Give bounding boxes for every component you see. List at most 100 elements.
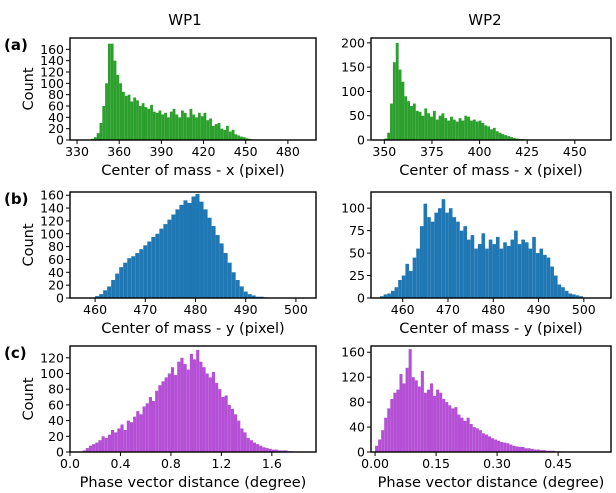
histogram-bar (243, 291, 248, 298)
histogram-bar (501, 134, 505, 140)
histogram-bar (452, 217, 457, 298)
histogram-bar (126, 420, 130, 452)
histogram-bar (405, 367, 409, 452)
histogram-bar (469, 423, 473, 452)
histogram-bar (510, 239, 515, 298)
y-tick-label: 40 (48, 110, 64, 125)
y-tick-label: 50 (349, 246, 365, 261)
histogram-bar (427, 113, 431, 140)
histogram-bar (383, 294, 388, 298)
histogram-bar (111, 280, 116, 298)
y-tick-label: 100 (40, 76, 64, 91)
histogram-bar (432, 110, 436, 140)
histogram-bar (246, 437, 250, 452)
y-tick-label: 0 (357, 133, 365, 148)
histogram-bar (234, 414, 238, 452)
histogram-bar (249, 440, 253, 452)
histogram-bar (122, 91, 125, 140)
histogram-bar (131, 256, 136, 298)
histogram-bar (171, 214, 176, 298)
histogram-bar (387, 293, 391, 298)
histogram-bar (436, 389, 440, 452)
y-tick-label: 40 (48, 265, 64, 280)
histogram-bar (475, 121, 479, 140)
histogram-bar (230, 408, 234, 452)
histogram-bar (119, 83, 123, 140)
histogram-bar (110, 43, 114, 140)
y-tick-label: 60 (48, 99, 64, 114)
histogram-bar (433, 395, 437, 452)
histogram-bar (223, 253, 228, 298)
x-tick-label: 390 (149, 144, 173, 159)
histogram-bar (158, 385, 162, 452)
histogram-bar (429, 383, 434, 452)
histogram-bar (235, 280, 240, 298)
histogram-bar (550, 266, 554, 298)
histogram-bar (189, 108, 193, 140)
histogram-bar (568, 293, 573, 298)
histogram-bar (113, 60, 117, 140)
y-tick-label: 0 (56, 291, 64, 306)
x-tick-label: 420 (192, 144, 216, 159)
y-tick-label: 160 (40, 42, 64, 57)
x-tick-label: 490 (234, 302, 258, 317)
x-tick-label: 0.4 (111, 456, 131, 471)
histogram-bar (375, 445, 379, 452)
x-tick-label: 0.8 (161, 456, 181, 471)
axes-frame (370, 345, 612, 453)
histogram-bar (495, 131, 499, 140)
histogram-bar (99, 123, 103, 140)
histogram-bar (561, 287, 565, 298)
y-tick-label: 120 (341, 370, 365, 385)
histogram-bar (144, 107, 148, 140)
histogram-bar (209, 118, 212, 140)
histogram-bar (124, 95, 128, 140)
x-tick-label: 360 (107, 144, 131, 159)
histogram-bar (172, 108, 176, 140)
histogram-bar (177, 361, 181, 452)
histogram-bar (539, 248, 544, 298)
histogram-bar (543, 254, 547, 298)
y-tick-label: 20 (48, 278, 64, 293)
histogram-bar (457, 414, 461, 452)
histogram-bar (127, 258, 132, 298)
histogram-bar (411, 377, 415, 452)
histogram-bar (170, 367, 175, 452)
histogram-bar (262, 447, 266, 452)
histogram-bar (215, 382, 219, 452)
histogram-bar (416, 248, 420, 298)
histogram-bar (503, 442, 507, 452)
histogram-bar (147, 108, 151, 140)
row-label-a: (a) (4, 36, 28, 54)
histogram-bar (487, 436, 491, 452)
histogram-bar (197, 112, 201, 140)
histogram-bar (193, 359, 197, 452)
histogram-bar (553, 275, 558, 298)
x-tick-label: 470 (133, 302, 157, 317)
x-tick-label: 500 (284, 302, 308, 317)
y-tick-label: 160 (40, 188, 64, 203)
histogram-bar (136, 100, 139, 140)
histogram-bar (530, 448, 534, 452)
histogram-bar (532, 236, 536, 298)
histogram-bar (405, 263, 410, 298)
histogram-bar (478, 430, 482, 452)
histogram-bar (214, 124, 218, 140)
x-axis-label: Center of mass - x (pixel) (399, 163, 582, 179)
histogram-bar (504, 135, 508, 140)
histogram-bar (393, 392, 397, 452)
histogram-bar (518, 447, 522, 452)
histogram-bar (202, 367, 206, 452)
histogram-bar (384, 417, 388, 452)
panel-c-wp2: 0.00 0.15 0.30 0.45 0 40 80 120 160 Phase vector … (341, 345, 612, 491)
x-tick-label: 460 (83, 302, 107, 317)
histogram-bar (205, 373, 209, 452)
x-tick-label: 0.30 (483, 456, 511, 471)
x-tick-label: 0.15 (422, 456, 450, 471)
histogram-bar (557, 284, 562, 298)
histogram-bar (445, 402, 449, 452)
histogram-bar (145, 403, 149, 452)
histogram-bar (510, 137, 513, 140)
histogram-bar (398, 69, 402, 140)
histogram-bar (240, 428, 244, 452)
